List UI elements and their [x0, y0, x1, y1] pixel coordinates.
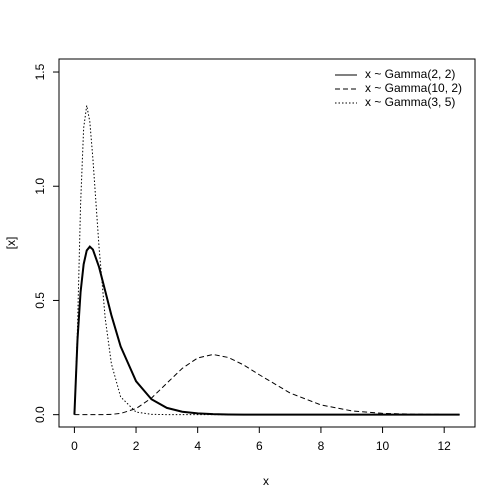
y-tick-label: 1.0 [33, 178, 47, 195]
x-axis-label: x [263, 474, 269, 488]
legend-label: x ~ Gamma(2, 2) [365, 67, 455, 81]
x-tick-label: 4 [194, 439, 201, 453]
series-line [73, 105, 460, 416]
x-tick-label: 10 [376, 439, 390, 453]
legend-label: x ~ Gamma(3, 5) [365, 95, 455, 109]
plot-frame [58, 58, 476, 428]
series-line [73, 245, 460, 416]
x-tick-label: 2 [133, 439, 140, 453]
y-tick-label: 0.5 [33, 292, 47, 309]
y-tick-label: 0.0 [33, 406, 47, 423]
x-tick-label: 0 [71, 439, 78, 453]
legend-label: x ~ Gamma(10, 2) [365, 81, 462, 95]
x-tick-label: 12 [438, 439, 452, 453]
y-axis-label: [x] [4, 237, 18, 250]
x-tick-label: 6 [256, 439, 263, 453]
y-tick-label: 1.5 [33, 63, 47, 80]
x-tick-label: 8 [318, 439, 325, 453]
series-line [74, 353, 460, 416]
